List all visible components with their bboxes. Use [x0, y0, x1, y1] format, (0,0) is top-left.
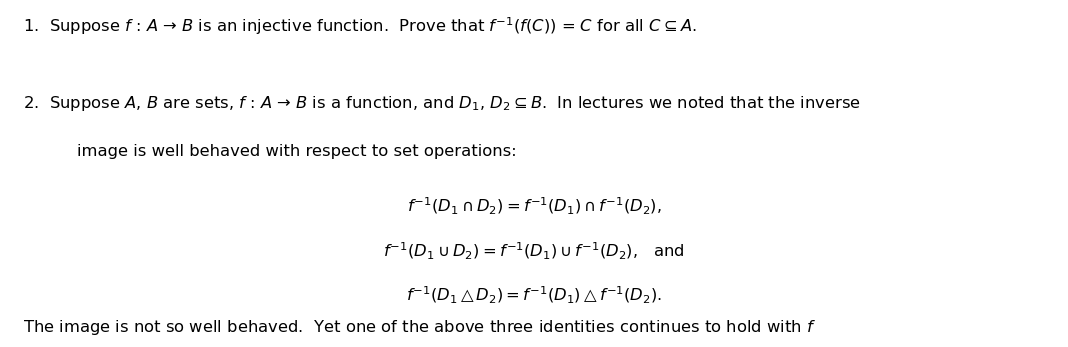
Text: $f^{-1}(D_1 \triangle D_2) = f^{-1}(D_1) \triangle f^{-1}(D_2)$.: $f^{-1}(D_1 \triangle D_2) = f^{-1}(D_1)…	[406, 285, 662, 306]
Text: 2.  Suppose $A$, $B$ are sets, $f$ : $A$ → $B$ is a function, and $D_1$, $D_2 \s: 2. Suppose $A$, $B$ are sets, $f$ : $A$ …	[23, 94, 862, 113]
Text: $f^{-1}(D_1 \cap D_2) = f^{-1}(D_1) \cap f^{-1}(D_2)$,: $f^{-1}(D_1 \cap D_2) = f^{-1}(D_1) \cap…	[407, 196, 661, 217]
Text: 1.  Suppose $f$ : $A$ → $B$ is an injective function.  Prove that $f^{-1}(f(C))$: 1. Suppose $f$ : $A$ → $B$ is an injecti…	[23, 16, 697, 37]
Text: image is well behaved with respect to set operations:: image is well behaved with respect to se…	[77, 144, 517, 159]
Text: The image is not so well behaved.  Yet one of the above three identities continu: The image is not so well behaved. Yet on…	[23, 318, 817, 337]
Text: $f^{-1}(D_1 \cup D_2) = f^{-1}(D_1) \cup f^{-1}(D_2)$,   and: $f^{-1}(D_1 \cup D_2) = f^{-1}(D_1) \cup…	[383, 241, 685, 262]
